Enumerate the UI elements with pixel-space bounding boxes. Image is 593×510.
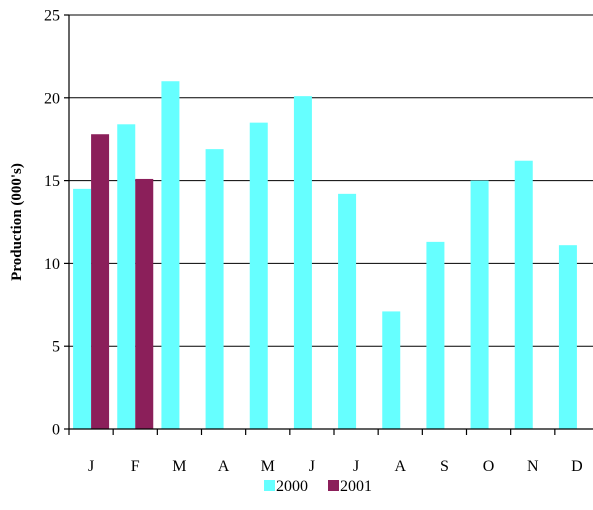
- x-tick-label: S: [440, 458, 449, 475]
- x-tick-label: F: [131, 458, 140, 475]
- bar-2000-J: [338, 193, 357, 429]
- legend-swatch-2001: [328, 480, 339, 491]
- bar-2000-N: [514, 160, 533, 429]
- bar-2000-D: [558, 245, 577, 429]
- x-tick-label: A: [394, 458, 406, 475]
- legend: 2000 2001: [264, 478, 372, 495]
- y-tick-label: 10: [44, 256, 60, 273]
- y-tick-label: 15: [44, 173, 60, 190]
- gridlines: [69, 14, 593, 347]
- x-tick-label: J: [88, 458, 94, 475]
- bar-2000-S: [426, 241, 445, 429]
- bar-2000-F: [117, 124, 136, 430]
- legend-label-2001: 2001: [340, 478, 372, 495]
- bar-2000-O: [470, 180, 489, 429]
- y-ticks: 0 5 10 15 20 25: [44, 8, 69, 439]
- y-tick-label: 5: [52, 339, 60, 356]
- y-tick-label: 25: [44, 8, 60, 25]
- bars: [73, 81, 577, 430]
- x-tick-label: N: [527, 458, 539, 475]
- bar-2000-M: [161, 81, 180, 430]
- bar-2000-A: [382, 311, 401, 429]
- y-tick-label: 0: [52, 422, 60, 439]
- bar-2000-J: [293, 96, 312, 430]
- bar-2001-J: [91, 134, 110, 429]
- bar-2000-A: [205, 149, 224, 430]
- x-tick-label: M: [172, 458, 186, 475]
- bar-2001-F: [135, 178, 154, 429]
- x-tick-label: J: [353, 458, 359, 475]
- y-axis-title: Production (000's): [9, 163, 25, 281]
- bar-2000-M: [249, 122, 268, 429]
- legend-label-2000: 2000: [276, 478, 308, 495]
- y-tick-label: 20: [44, 90, 60, 107]
- x-tick-label: A: [218, 458, 230, 475]
- x-tick-label: M: [261, 458, 275, 475]
- legend-swatch-2000: [264, 480, 275, 491]
- x-tick-label: O: [483, 458, 495, 475]
- x-tick-label: D: [571, 458, 583, 475]
- x-tick-label: J: [309, 458, 315, 475]
- bar-2000-J: [73, 188, 92, 429]
